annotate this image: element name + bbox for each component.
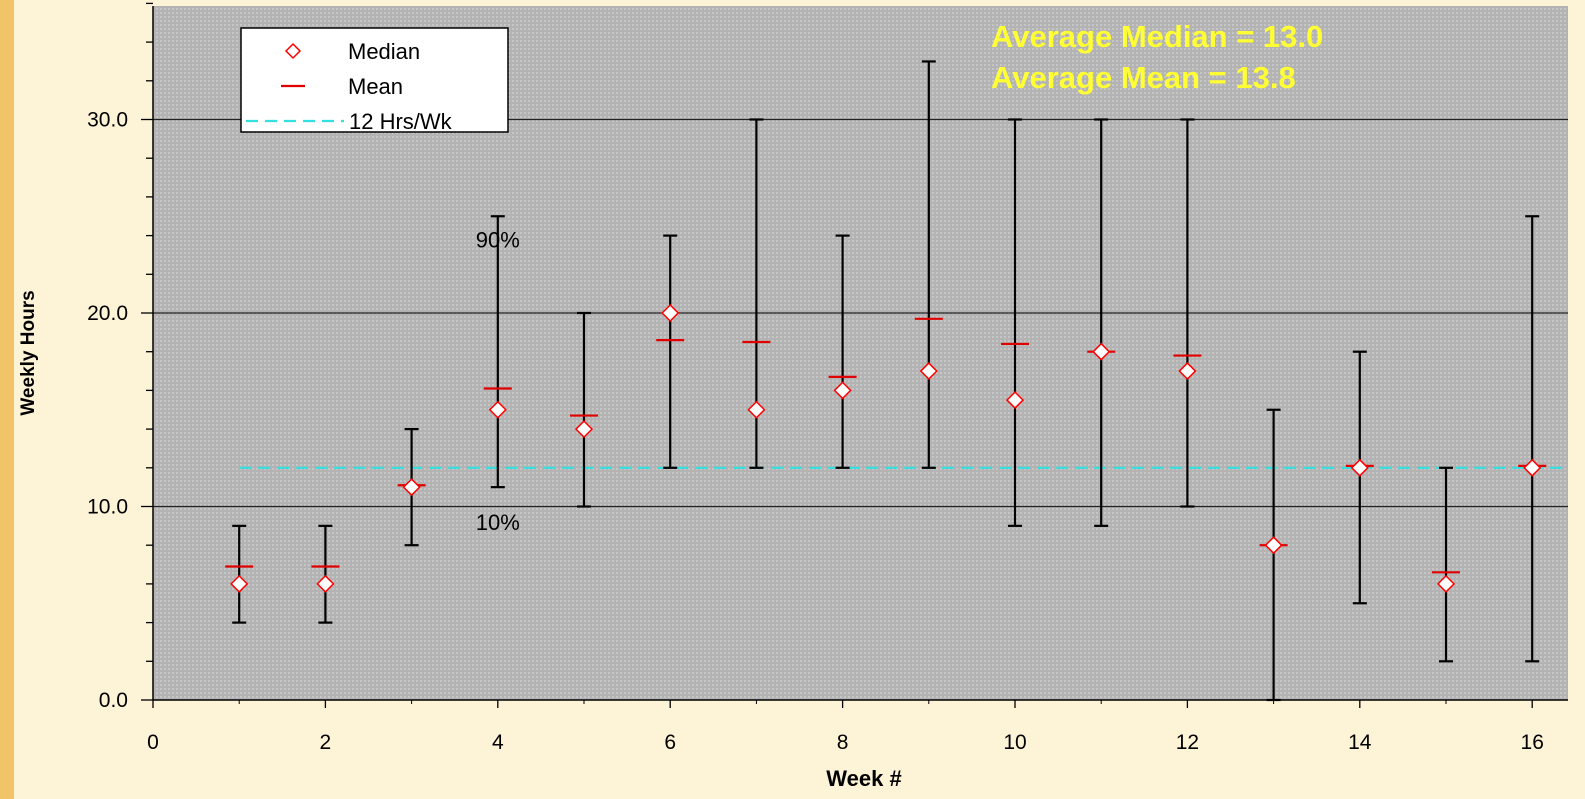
- legend-reference-label: 12 Hrs/Wk: [349, 109, 453, 134]
- slide-background-strip: [0, 0, 14, 799]
- median-marker: [316, 574, 335, 593]
- median-marker: [1436, 574, 1456, 593]
- median-marker: [402, 478, 421, 497]
- median-marker: [747, 400, 766, 419]
- median-marker: [1092, 342, 1111, 361]
- median-marker: [230, 574, 249, 593]
- median-marker: [1178, 361, 1197, 381]
- x-tick-label: 14: [1348, 731, 1372, 754]
- median-marker: [1523, 458, 1542, 477]
- median-marker: [833, 381, 852, 400]
- annotation-average-median: Average Median = 13.0: [991, 19, 1323, 54]
- annotation-90pct: 90%: [476, 227, 520, 252]
- legend-median-swatch: [284, 42, 302, 60]
- x-tick-label: 0: [147, 731, 159, 754]
- y-axis-title: Weekly Hours: [18, 290, 39, 415]
- legend-mean-label: Mean: [348, 74, 403, 99]
- y-tick-label: 20.0: [87, 302, 128, 325]
- legend-box: [240, 27, 509, 133]
- x-tick-label: 16: [1521, 731, 1544, 754]
- x-axis-title: Week #: [826, 766, 901, 791]
- x-tick-label: 2: [320, 731, 332, 754]
- median-marker: [574, 420, 594, 439]
- x-tick-label: 6: [664, 731, 676, 754]
- median-marker: [1264, 536, 1283, 555]
- x-tick-label: 4: [492, 731, 504, 754]
- annotation-average-mean: Average Mean = 13.8: [991, 60, 1296, 95]
- annotation-10pct: 10%: [476, 510, 520, 535]
- y-tick-label: 0.0: [99, 689, 128, 712]
- legend-median-label: Median: [348, 39, 420, 64]
- y-tick-label: 10.0: [87, 496, 128, 519]
- x-tick-label: 8: [837, 731, 849, 754]
- median-marker: [1350, 458, 1369, 477]
- x-tick-label: 10: [1003, 731, 1026, 754]
- median-marker: [1005, 391, 1025, 410]
- median-marker: [488, 400, 507, 419]
- y-tick-label: 30.0: [87, 109, 128, 132]
- median-marker: [661, 303, 680, 323]
- x-tick-label: 12: [1176, 731, 1199, 754]
- legend: Median Mean 12 Hrs/Wk: [240, 27, 509, 134]
- median-marker: [919, 361, 938, 381]
